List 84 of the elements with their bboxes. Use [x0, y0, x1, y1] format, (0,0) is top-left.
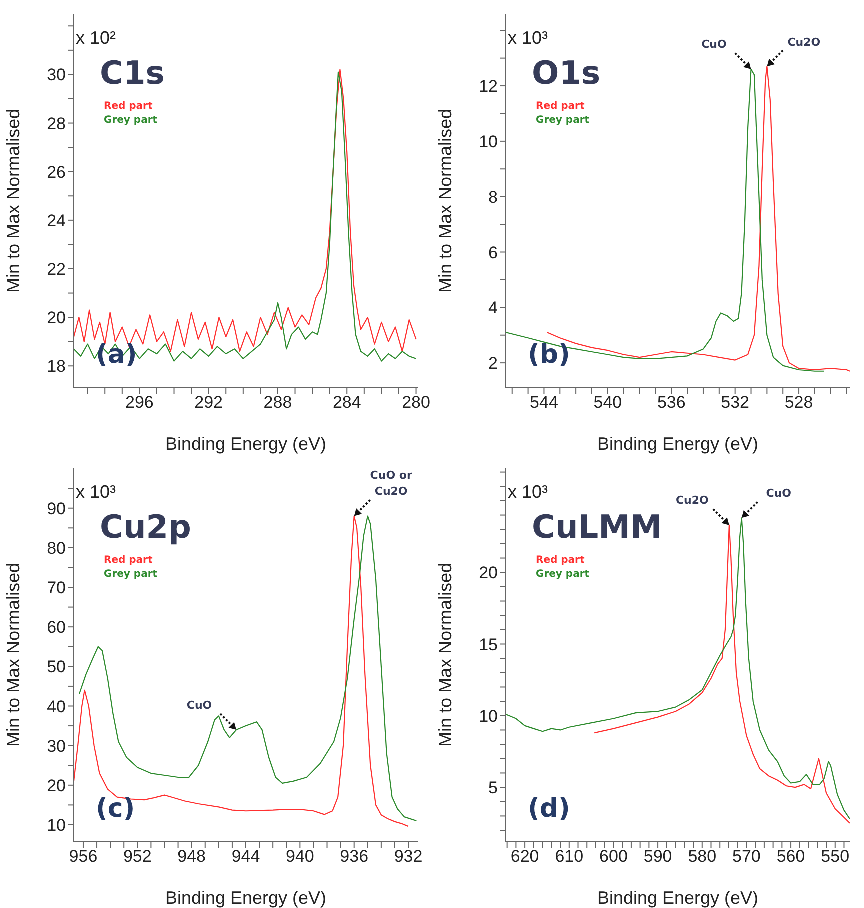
y-tick-label: 28	[47, 114, 66, 134]
x-tick-label: 940	[286, 847, 314, 866]
x-tick-label: 560	[776, 847, 806, 866]
y-tick-label: 6	[488, 243, 498, 262]
text: Cu2p	[100, 508, 192, 546]
x-tick-label: 944	[232, 847, 260, 866]
text: Red part	[104, 100, 154, 114]
y-tick-label: 15	[479, 635, 498, 654]
y-tick-label: 24	[47, 211, 66, 230]
annotation: x 10³	[76, 482, 116, 503]
y-tick-label: 80	[47, 538, 66, 558]
annotation: x 10³	[508, 482, 548, 503]
x-axis-title: Binding Energy (eV)	[165, 888, 327, 908]
x-axis-title: Binding Energy (eV)	[165, 434, 327, 454]
x-tick-label: 600	[600, 847, 628, 866]
annotation: Cu2O	[786, 34, 822, 51]
annotation: x 10³	[508, 28, 548, 49]
annotation: CuO	[765, 486, 792, 502]
x-axis-title: Binding Energy (eV)	[597, 888, 759, 908]
y-axis-title: Min to Max Normalised	[3, 562, 24, 748]
annotation: Cu2O	[674, 493, 710, 510]
y-tick-label: 30	[47, 736, 66, 756]
y-tick-label: 20	[47, 776, 66, 796]
y-tick-label: 26	[47, 162, 66, 182]
x-tick-label: 296	[126, 393, 154, 412]
y-tick-label: 4	[488, 298, 498, 318]
y-tick-label: 22	[47, 260, 66, 280]
y-tick-label: 20	[47, 308, 66, 328]
x-tick-label: 288	[264, 393, 292, 412]
x-tick-label: 550	[821, 847, 850, 866]
x-tick-label: 528	[784, 393, 814, 412]
text: (d)	[528, 794, 570, 824]
text: Grey part	[104, 114, 158, 128]
text: CuLMM	[532, 508, 662, 546]
text: (b)	[528, 340, 570, 370]
x-tick-label: 536	[657, 393, 686, 412]
y-tick-label: 50	[47, 658, 66, 677]
annotation: x 10²	[76, 28, 116, 49]
y-tick-label: 10	[479, 132, 498, 152]
annotation: CuO or Cu2O	[369, 468, 414, 500]
x-tick-label: 570	[732, 847, 761, 866]
x-tick-label: 932	[394, 847, 423, 866]
x-tick-label: 280	[402, 393, 430, 412]
y-tick-label: 10	[47, 816, 66, 836]
x-axis-title: Binding Energy (eV)	[597, 434, 759, 454]
y-tick-label: 18	[47, 357, 66, 376]
text: Red part	[104, 554, 154, 568]
y-tick-label: 20	[479, 564, 498, 583]
y-tick-label: 90	[47, 499, 66, 518]
y-tick-label: 12	[479, 77, 498, 96]
y-tick-label: 10	[479, 706, 498, 726]
x-tick-label: 956	[69, 847, 98, 866]
text: Red part	[536, 100, 586, 114]
x-tick-label: 936	[340, 847, 369, 866]
text: Grey part	[536, 114, 590, 128]
x-tick-label: 540	[594, 393, 622, 412]
x-tick-label: 292	[194, 393, 224, 412]
y-axis-title: Min to Max Normalised	[3, 108, 24, 294]
x-tick-label: 620	[510, 847, 540, 866]
y-tick-label: 2	[488, 354, 498, 374]
y-tick-label: 70	[47, 578, 66, 598]
x-tick-label: 948	[178, 847, 206, 866]
text: (c)	[96, 794, 136, 824]
text: Red part	[536, 554, 586, 568]
x-tick-label: 952	[123, 847, 152, 866]
y-axis-title: Min to Max Normalised	[435, 562, 456, 748]
text: Grey part	[536, 568, 590, 582]
x-tick-label: 590	[644, 847, 672, 866]
text: C1s	[100, 54, 165, 92]
y-tick-label: 60	[47, 618, 66, 638]
text: Grey part	[104, 568, 158, 582]
annotation: CuO	[700, 37, 728, 54]
x-tick-label: 610	[555, 847, 584, 866]
text: O1s	[532, 54, 601, 92]
y-axis-title: Min to Max Normalised	[435, 108, 456, 294]
y-tick-label: 40	[47, 697, 66, 716]
x-tick-label: 544	[530, 393, 558, 412]
annotation: CuO	[186, 698, 214, 714]
x-tick-label: 580	[688, 847, 717, 866]
y-tick-label: 8	[488, 188, 498, 207]
x-tick-label: 532	[721, 393, 750, 412]
x-tick-label: 284	[332, 393, 362, 412]
y-tick-label: 30	[47, 66, 66, 85]
y-tick-label: 5	[488, 778, 498, 798]
